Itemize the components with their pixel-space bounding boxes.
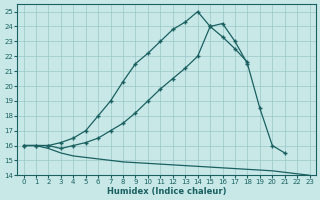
- X-axis label: Humidex (Indice chaleur): Humidex (Indice chaleur): [107, 187, 226, 196]
